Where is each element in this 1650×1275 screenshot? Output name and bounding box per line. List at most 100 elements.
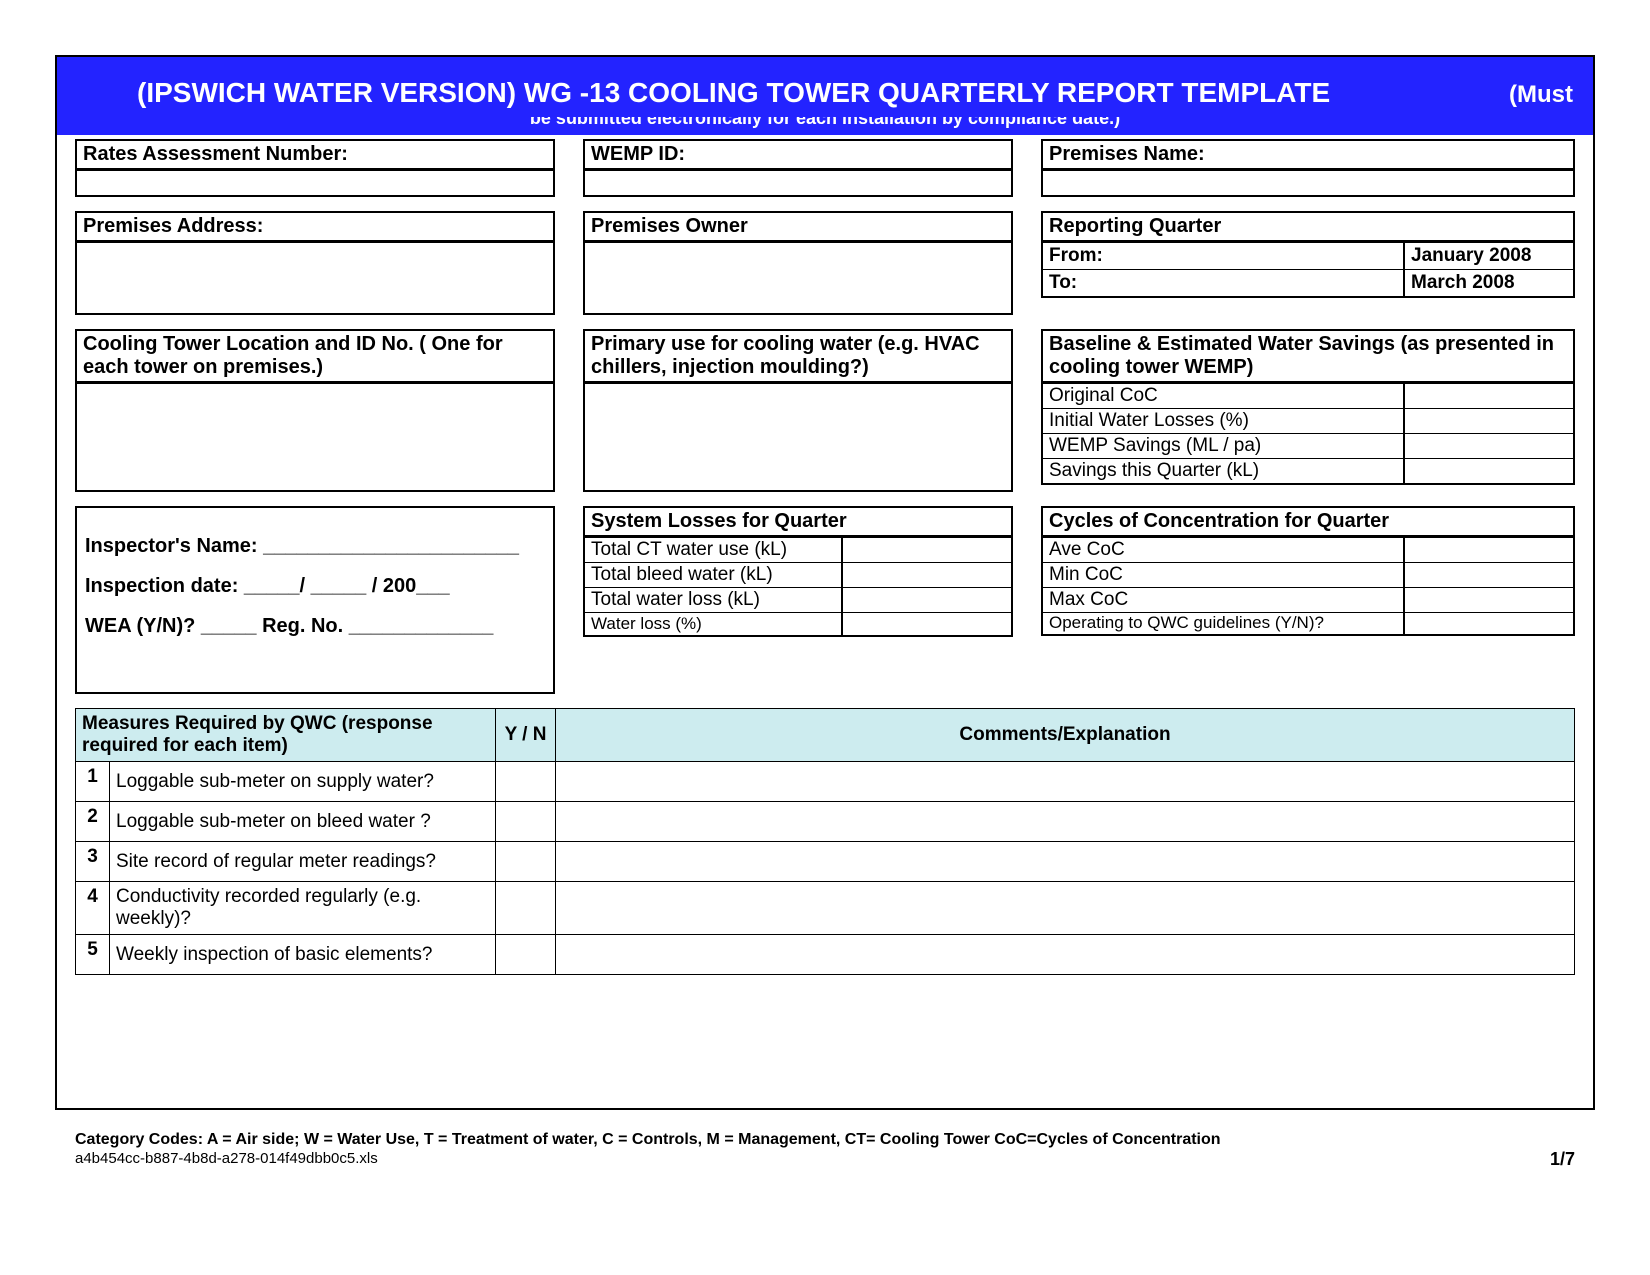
measures-header-title: Measures Required by QWC (response requi… (76, 709, 496, 762)
title-subline-clipped: be submitted electronically for each ins… (57, 117, 1593, 135)
system-losses: System Losses for Quarter Total CT water… (583, 506, 1013, 694)
footer-page-number: 1/7 (1550, 1148, 1575, 1171)
reporting-quarter-to-label: To: (1043, 270, 1403, 296)
title-main: (IPSWICH WATER VERSION) WG -13 COOLING T… (137, 77, 1330, 108)
cycles-of-concentration-label: Cycles of Concentration for Quarter (1041, 506, 1575, 538)
baseline-row-wemp-savings: WEMP Savings (ML / pa) (1043, 434, 1403, 458)
cooling-tower-location: Cooling Tower Location and ID No. ( One … (75, 329, 555, 492)
inspector-box[interactable]: Inspector's Name: ______________________… (75, 506, 555, 694)
baseline-row-original-coc: Original CoC (1043, 384, 1403, 408)
measures-row-comment[interactable] (556, 802, 1575, 842)
measures-row: 4 Conductivity recorded regularly (e.g. … (76, 882, 1575, 935)
measures-row-yn[interactable] (496, 842, 556, 882)
reporting-quarter: Reporting Quarter From: January 2008 To:… (1041, 211, 1575, 315)
reporting-quarter-table: From: January 2008 To: March 2008 (1041, 243, 1575, 298)
measures-row-comment[interactable] (556, 935, 1575, 975)
baseline-savings: Baseline & Estimated Water Savings (as p… (1041, 329, 1575, 492)
reporting-quarter-from-value[interactable]: January 2008 (1403, 243, 1573, 269)
reporting-quarter-label: Reporting Quarter (1041, 211, 1575, 243)
measures-row-yn[interactable] (496, 762, 556, 802)
system-losses-table: Total CT water use (kL) Total bleed wate… (583, 538, 1013, 637)
baseline-row-initial-losses-value[interactable] (1403, 409, 1573, 433)
baseline-row-quarter-savings-value[interactable] (1403, 459, 1573, 483)
coc-qwc-guidelines: Operating to QWC guidelines (Y/N)? (1043, 613, 1403, 634)
premises-name-value[interactable] (1041, 171, 1575, 197)
coc-ave: Ave CoC (1043, 538, 1403, 562)
measures-row-number: 5 (76, 935, 110, 975)
footer-category-codes: Category Codes: A = Air side; W = Water … (75, 1130, 1575, 1150)
baseline-row-original-coc-value[interactable] (1403, 384, 1573, 408)
form-body: Rates Assessment Number: WEMP ID: Premis… (57, 135, 1593, 975)
premises-name-label: Premises Name: (1041, 139, 1575, 171)
measures-row-yn[interactable] (496, 935, 556, 975)
coc-max: Max CoC (1043, 588, 1403, 612)
system-losses-total-bleed: Total bleed water (kL) (585, 563, 841, 587)
cooling-tower-location-label: Cooling Tower Location and ID No. ( One … (75, 329, 555, 384)
measures-row: 2 Loggable sub-meter on bleed water ? (76, 802, 1575, 842)
footer-filename: a4b454cc-b887-4b8d-a278-014f49dbb0c5.xls (75, 1150, 1575, 1169)
premises-name: Premises Name: (1041, 139, 1575, 197)
measures-row: 1 Loggable sub-meter on supply water? (76, 762, 1575, 802)
page-frame: (IPSWICH WATER VERSION) WG -13 COOLING T… (55, 55, 1595, 1110)
measures-row-number: 3 (76, 842, 110, 882)
premises-address-label: Premises Address: (75, 211, 555, 243)
system-losses-total-loss: Total water loss (kL) (585, 588, 841, 612)
measures-row-text: Conductivity recorded regularly (e.g. we… (110, 882, 496, 935)
reporting-quarter-from-label: From: (1043, 243, 1403, 269)
wemp-id-label: WEMP ID: (583, 139, 1013, 171)
rates-assessment-number-label: Rates Assessment Number: (75, 139, 555, 171)
system-losses-total-loss-value[interactable] (841, 588, 1011, 612)
premises-owner: Premises Owner (583, 211, 1013, 315)
inspector-name-line: Inspector's Name: ______________________… (85, 526, 545, 566)
system-losses-pct: Water loss (%) (585, 613, 841, 635)
coc-min: Min CoC (1043, 563, 1403, 587)
system-losses-label: System Losses for Quarter (583, 506, 1013, 538)
baseline-row-initial-losses: Initial Water Losses (%) (1043, 409, 1403, 433)
title-right: (Must (1509, 75, 1573, 110)
rates-assessment-number: Rates Assessment Number: (75, 139, 555, 197)
coc-ave-value[interactable] (1403, 538, 1573, 562)
measures-table: Measures Required by QWC (response requi… (75, 708, 1575, 975)
rates-assessment-number-value[interactable] (75, 171, 555, 197)
system-losses-total-bleed-value[interactable] (841, 563, 1011, 587)
measures-row-text: Loggable sub-meter on supply water? (110, 762, 496, 802)
system-losses-total-ct-value[interactable] (841, 538, 1011, 562)
measures-row-comment[interactable] (556, 762, 1575, 802)
title-bar: (IPSWICH WATER VERSION) WG -13 COOLING T… (57, 57, 1593, 117)
wemp-id-value[interactable] (583, 171, 1013, 197)
measures-row-yn[interactable] (496, 882, 556, 935)
measures-row-comment[interactable] (556, 842, 1575, 882)
primary-use-label: Primary use for cooling water (e.g. HVAC… (583, 329, 1013, 384)
inspection-date-line: Inspection date: _____/ _____ / 200___ (85, 566, 545, 606)
system-losses-pct-value[interactable] (841, 613, 1011, 635)
baseline-savings-table: Original CoC Initial Water Losses (%) WE… (1041, 384, 1575, 485)
coc-qwc-guidelines-value[interactable] (1403, 613, 1573, 634)
measures-row-comment[interactable] (556, 882, 1575, 935)
primary-use-value[interactable] (583, 384, 1013, 492)
baseline-row-wemp-savings-value[interactable] (1403, 434, 1573, 458)
premises-address: Premises Address: (75, 211, 555, 315)
page-footer: Category Codes: A = Air side; W = Water … (75, 1130, 1575, 1169)
measures-header-comments: Comments/Explanation (556, 709, 1575, 762)
cycles-of-concentration-table: Ave CoC Min CoC Max CoC Operating to QWC… (1041, 538, 1575, 636)
measures-row-number: 1 (76, 762, 110, 802)
baseline-row-quarter-savings: Savings this Quarter (kL) (1043, 459, 1403, 483)
baseline-savings-label: Baseline & Estimated Water Savings (as p… (1041, 329, 1575, 384)
premises-owner-value[interactable] (583, 243, 1013, 315)
cycles-of-concentration: Cycles of Concentration for Quarter Ave … (1041, 506, 1575, 694)
coc-min-value[interactable] (1403, 563, 1573, 587)
premises-address-value[interactable] (75, 243, 555, 315)
measures-row: 3 Site record of regular meter readings? (76, 842, 1575, 882)
primary-use: Primary use for cooling water (e.g. HVAC… (583, 329, 1013, 492)
measures-row-text: Weekly inspection of basic elements? (110, 935, 496, 975)
reporting-quarter-to-value[interactable]: March 2008 (1403, 270, 1573, 296)
wea-regno-line: WEA (Y/N)? _____ Reg. No. _____________ (85, 606, 545, 646)
wemp-id: WEMP ID: (583, 139, 1013, 197)
measures-row-number: 4 (76, 882, 110, 935)
measures-header-yn: Y / N (496, 709, 556, 762)
measures-row-yn[interactable] (496, 802, 556, 842)
measures-row-text: Loggable sub-meter on bleed water ? (110, 802, 496, 842)
coc-max-value[interactable] (1403, 588, 1573, 612)
cooling-tower-location-value[interactable] (75, 384, 555, 492)
measures-row: 5 Weekly inspection of basic elements? (76, 935, 1575, 975)
